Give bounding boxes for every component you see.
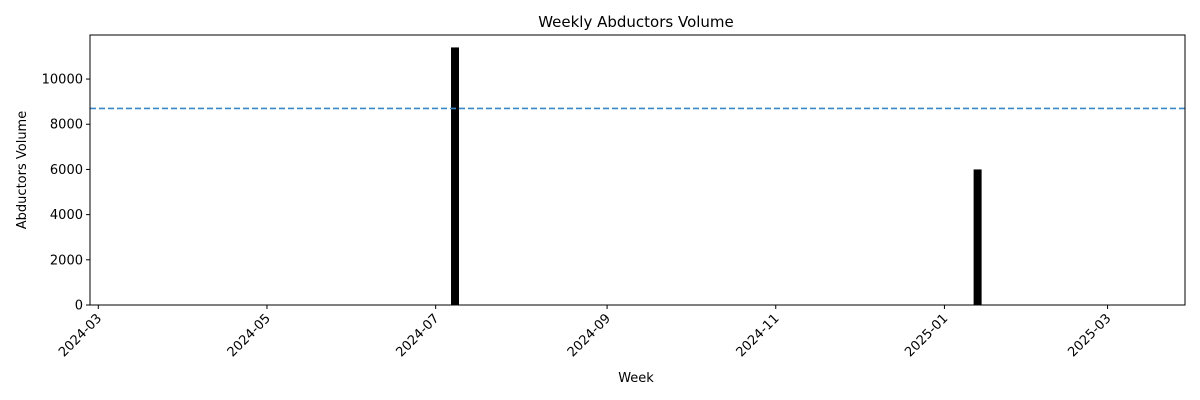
bar-2024-07-08 bbox=[451, 47, 459, 306]
x-tick-label-2024-03: 2024-03 bbox=[56, 311, 105, 360]
x-tick-label-2024-11: 2024-11 bbox=[734, 311, 783, 360]
x-tick-label-2024-05: 2024-05 bbox=[225, 311, 274, 360]
y-tick-label-0: 0 bbox=[75, 299, 83, 314]
bar-2025-01-13 bbox=[973, 169, 982, 305]
x-tick-label-2024-07: 2024-07 bbox=[393, 311, 442, 360]
x-tick-label-2025-03: 2025-03 bbox=[1065, 311, 1114, 360]
y-axis-label: Abductors Volume bbox=[15, 111, 30, 229]
x-tick-label-2024-09: 2024-09 bbox=[565, 311, 614, 360]
y-tick-label-8000: 8000 bbox=[50, 118, 83, 133]
y-tick-label-4000: 4000 bbox=[50, 208, 83, 223]
x-tick-label-2025-01: 2025-01 bbox=[902, 311, 951, 360]
plot-area: 0 2000 4000 6000 8000 10000 2024-03 2024-05 2024… bbox=[42, 34, 1186, 360]
x-axis-label: Week bbox=[618, 371, 654, 386]
chart-title: Weekly Abductors Volume bbox=[538, 13, 734, 31]
plot-frame bbox=[89, 34, 1186, 306]
y-tick-label-2000: 2000 bbox=[50, 253, 83, 268]
y-tick-label-6000: 6000 bbox=[50, 163, 83, 178]
y-tick-label-10000: 10000 bbox=[42, 73, 83, 88]
